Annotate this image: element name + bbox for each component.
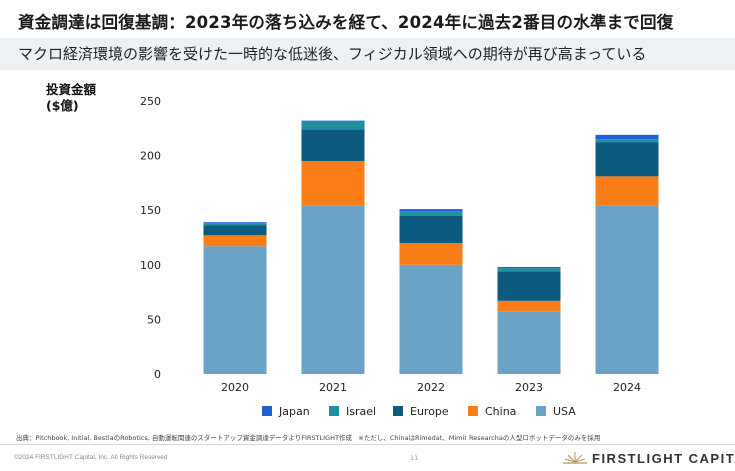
stacked-bar-chart: 0 50 100 150 200 250 2020 2021 2022 2023 2024 Jap… bbox=[140, 95, 659, 418]
bar-segment-usa-2020 bbox=[203, 246, 267, 374]
y-axis-ticks: 0 50 100 150 200 250 bbox=[140, 95, 161, 381]
legend: Japan Israel Europe China USA bbox=[262, 405, 576, 418]
legend-swatch-europe bbox=[393, 406, 403, 416]
y-axis-label: 投資金額 ($億) bbox=[46, 82, 96, 114]
legend-label-israel: Israel bbox=[346, 405, 376, 418]
y-tick-label: 200 bbox=[140, 150, 161, 163]
page-number: 11 bbox=[410, 454, 419, 462]
bar-segment-israel-2020 bbox=[203, 223, 267, 226]
brand-logo: FIRSTLIGHT CAPITAL bbox=[562, 448, 735, 468]
bar-segment-japan-2024 bbox=[595, 134, 659, 140]
legend-swatch-usa bbox=[536, 406, 546, 416]
page-title: 資金調達は回復基調：2023年の落ち込みを経て、2024年に過去2番目の水準まで… bbox=[18, 13, 674, 32]
bar-segment-europe-2023 bbox=[497, 271, 561, 301]
bar-segment-china-2023 bbox=[497, 300, 561, 312]
bar-segment-europe-2022 bbox=[399, 215, 463, 243]
x-tick-label: 2023 bbox=[515, 381, 543, 394]
source-note: 出典：Pitchbook, Initial, BestlaのRobotics, … bbox=[16, 434, 601, 442]
x-tick-label: 2021 bbox=[319, 381, 347, 394]
y-axis-label-line1: 投資金額 bbox=[46, 82, 97, 97]
copyright: ©2024 FIRSTLIGHT Capital, Inc. All Right… bbox=[14, 454, 168, 461]
legend-swatch-china bbox=[468, 406, 478, 416]
legend-label-usa: USA bbox=[553, 405, 576, 418]
y-tick-label: 150 bbox=[140, 204, 161, 217]
bar-segment-japan-2022 bbox=[399, 209, 463, 212]
y-tick-label: 0 bbox=[154, 368, 161, 381]
y-tick-label: 100 bbox=[140, 259, 161, 272]
y-axis-label-line2: ($億) bbox=[46, 98, 79, 113]
bar-segment-israel-2022 bbox=[399, 211, 463, 216]
footer-divider bbox=[0, 444, 735, 445]
x-tick-label: 2022 bbox=[417, 381, 445, 394]
bar-segment-usa-2023 bbox=[497, 311, 561, 374]
bar-segment-usa-2022 bbox=[399, 264, 463, 374]
bar-segment-japan-2021 bbox=[301, 120, 365, 122]
bars bbox=[203, 120, 659, 374]
page-subtitle: マクロ経済環境の影響を受けた一時的な低迷後、フィジカル領域への期待が再び高まって… bbox=[0, 38, 735, 70]
bar-segment-europe-2021 bbox=[301, 129, 365, 162]
bar-segment-china-2020 bbox=[203, 235, 267, 247]
bar-segment-israel-2024 bbox=[595, 139, 659, 143]
bar-segment-europe-2024 bbox=[595, 142, 659, 177]
x-tick-label: 2020 bbox=[221, 381, 249, 394]
brand-name: FIRSTLIGHT CAPITAL bbox=[592, 450, 735, 466]
legend-label-japan: Japan bbox=[278, 405, 310, 418]
legend-swatch-israel bbox=[329, 406, 339, 416]
x-tick-label: 2024 bbox=[613, 381, 641, 394]
bar-segment-israel-2021 bbox=[301, 121, 365, 130]
bar-segment-japan-2023 bbox=[497, 266, 561, 269]
y-tick-label: 250 bbox=[140, 95, 161, 108]
bar-segment-china-2022 bbox=[399, 242, 463, 265]
x-axis-ticks: 2020 2021 2022 2023 2024 bbox=[221, 381, 641, 394]
bar-segment-usa-2024 bbox=[595, 205, 659, 374]
bar-segment-israel-2023 bbox=[497, 268, 561, 272]
bar-segment-japan-2020 bbox=[203, 222, 267, 224]
sunrise-logo-icon bbox=[563, 452, 587, 464]
bar-segment-china-2024 bbox=[595, 176, 659, 206]
y-tick-label: 50 bbox=[147, 313, 161, 326]
legend-label-china: China bbox=[485, 405, 516, 418]
legend-swatch-japan bbox=[262, 406, 272, 416]
bar-segment-europe-2020 bbox=[203, 225, 267, 236]
bar-segment-china-2021 bbox=[301, 161, 365, 206]
legend-label-europe: Europe bbox=[410, 405, 449, 418]
bar-segment-usa-2021 bbox=[301, 205, 365, 374]
